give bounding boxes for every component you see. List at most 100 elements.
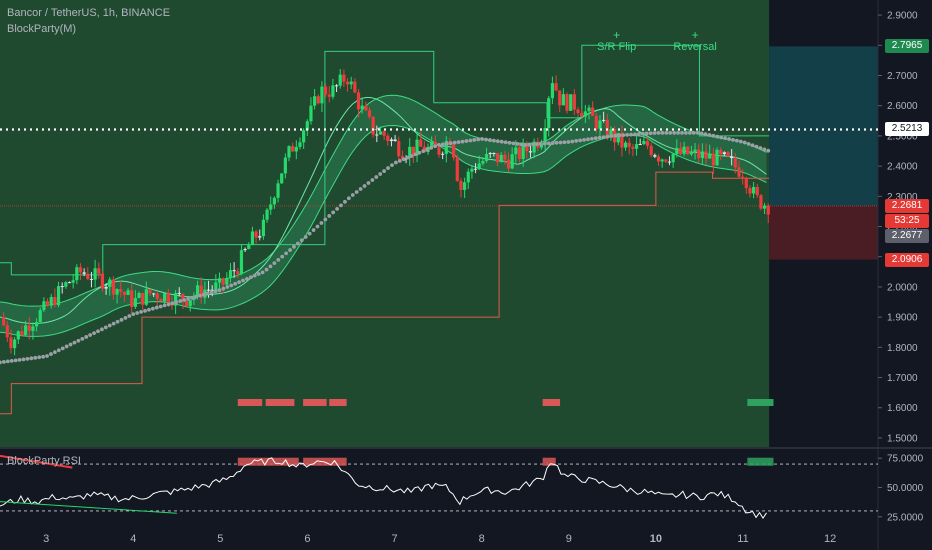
candle-body [744, 178, 748, 189]
slow-ma-dot [707, 133, 712, 137]
slow-ma-dot [386, 166, 390, 170]
candle-body [122, 291, 126, 295]
candle-body [656, 156, 661, 162]
slow-ma-dot [41, 354, 46, 359]
candle-body [561, 94, 565, 106]
slow-ma-dot [100, 327, 104, 332]
candle-body [258, 236, 262, 238]
candle-body [155, 293, 159, 300]
y-tick-label: 1.5000 [887, 433, 918, 444]
candle-body [137, 293, 141, 299]
slow-ma-dot [21, 357, 26, 362]
slow-ma-dot [495, 139, 500, 144]
candle-body [759, 195, 763, 209]
candle-body [591, 107, 595, 116]
candle-body [309, 105, 313, 122]
candle-body [126, 290, 130, 295]
candle-body [594, 115, 598, 129]
slow-ma-dot [601, 135, 606, 140]
candle-body [722, 152, 726, 155]
candle-body [547, 98, 551, 128]
candle-body [532, 141, 536, 153]
slow-ma-dot [147, 307, 151, 312]
slow-ma-dot [417, 150, 422, 155]
x-tick-label: 10 [650, 533, 662, 545]
candle-body [452, 144, 456, 158]
candle-body [733, 158, 737, 168]
candle-body [2, 317, 6, 326]
candle-body [558, 90, 562, 106]
y-tick-label: 2.5000 [887, 131, 918, 142]
slow-ma-dot [535, 142, 539, 147]
slow-ma-dot [370, 178, 375, 182]
candle-body [521, 144, 525, 159]
candle-body [130, 290, 134, 307]
candle-body [294, 146, 298, 152]
candle-body [331, 85, 335, 97]
slow-ma-dot [268, 264, 273, 269]
slow-ma-dot [194, 294, 198, 299]
slow-ma-dot [17, 357, 22, 362]
candle-body [144, 289, 148, 305]
rsi-trendline-red [0, 454, 73, 469]
slow-ma-dot [539, 141, 543, 146]
candle-body [305, 121, 309, 131]
slow-ma-dot [413, 152, 418, 157]
y-tick-label: 1.6000 [887, 403, 918, 414]
y-tick-label: 1.8000 [887, 343, 918, 354]
slow-ma-dot [691, 130, 696, 135]
slow-ma-dot [201, 292, 206, 297]
slow-ma-dot [586, 137, 590, 142]
slow-ma-dot [593, 136, 598, 141]
slow-ma-dot [476, 137, 481, 142]
slow-ma-dot [409, 154, 414, 158]
slow-ma-dot [570, 139, 575, 144]
slow-ma-dot [672, 130, 677, 135]
slow-ma-dot [182, 298, 187, 302]
slow-ma-dot [307, 231, 312, 236]
candle-body [302, 130, 306, 143]
slow-ma-dot [186, 296, 191, 301]
slow-ma-dot [170, 301, 175, 306]
candle-body [653, 155, 657, 157]
candle-body [163, 293, 167, 302]
candle-body [199, 285, 203, 298]
slow-ma-dot [401, 157, 406, 162]
slow-ma-dot [354, 190, 359, 194]
candle-body [31, 326, 35, 331]
slow-ma-dot [433, 144, 437, 149]
signal-marker [237, 399, 263, 406]
symbol-legend[interactable]: Bancor / TetherUS, 1h, BINANCE [7, 7, 171, 19]
candle-body [737, 167, 741, 177]
rsi-tick-label: 50.0000 [887, 483, 924, 494]
slow-ma-dot [652, 131, 657, 135]
candle-body [276, 183, 280, 198]
candle-body [206, 289, 211, 291]
x-tick-label: 3 [43, 533, 49, 545]
candle-body [481, 161, 485, 164]
candle-body [152, 293, 156, 295]
slow-ma-dot [519, 142, 524, 147]
candle-body [623, 142, 628, 148]
slow-ma-dot [405, 155, 410, 160]
slow-ma-dot [248, 275, 253, 280]
slow-ma-dot [241, 278, 245, 283]
candle-body [243, 249, 247, 251]
slow-ma-dot [515, 141, 520, 146]
candle-body [554, 83, 558, 91]
slow-ma-dot [617, 133, 622, 138]
candle-body [210, 289, 214, 291]
signal-marker [542, 399, 561, 406]
candle-body [715, 149, 719, 166]
rsi-line [0, 457, 767, 520]
slow-ma-dot [295, 241, 300, 246]
candle-body [631, 146, 635, 149]
candle-body [627, 142, 631, 147]
rsi-legend[interactable]: BlockParty RSI [7, 455, 81, 467]
candle-body [327, 94, 331, 97]
candle-body [316, 96, 320, 104]
slow-ma-dot [711, 133, 716, 138]
indicator-legend[interactable]: BlockParty(M) [7, 23, 77, 35]
annotation-text: S/R Flip [597, 41, 637, 54]
